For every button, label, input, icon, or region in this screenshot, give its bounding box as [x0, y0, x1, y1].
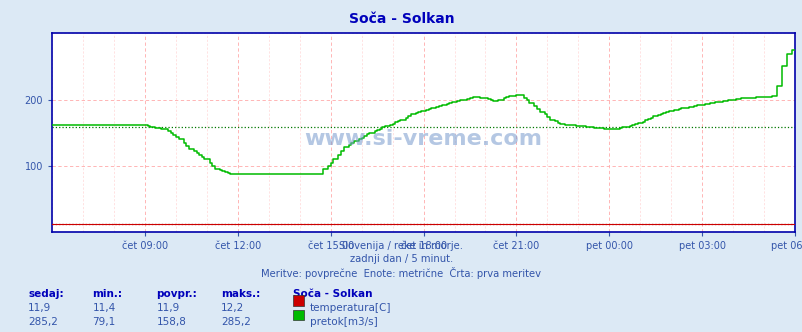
Text: 11,4: 11,4 — [92, 303, 115, 313]
Text: povpr.:: povpr.: — [156, 289, 197, 299]
Text: 158,8: 158,8 — [156, 317, 186, 327]
Text: maks.:: maks.: — [221, 289, 260, 299]
Text: sedaj:: sedaj: — [28, 289, 63, 299]
Text: www.si-vreme.com: www.si-vreme.com — [304, 129, 542, 149]
Text: 11,9: 11,9 — [28, 303, 51, 313]
Text: temperatura[C]: temperatura[C] — [310, 303, 391, 313]
Text: Meritve: povprečne  Enote: metrične  Črta: prva meritev: Meritve: povprečne Enote: metrične Črta:… — [261, 267, 541, 279]
Text: min.:: min.: — [92, 289, 122, 299]
Text: pretok[m3/s]: pretok[m3/s] — [310, 317, 377, 327]
Text: zadnji dan / 5 minut.: zadnji dan / 5 minut. — [350, 254, 452, 264]
Text: 285,2: 285,2 — [221, 317, 250, 327]
Text: Soča - Solkan: Soča - Solkan — [348, 12, 454, 26]
Text: Slovenija / reke in morje.: Slovenija / reke in morje. — [339, 241, 463, 251]
Text: 285,2: 285,2 — [28, 317, 58, 327]
Text: 12,2: 12,2 — [221, 303, 244, 313]
Text: Soča - Solkan: Soča - Solkan — [293, 289, 372, 299]
Text: 11,9: 11,9 — [156, 303, 180, 313]
Text: 79,1: 79,1 — [92, 317, 115, 327]
